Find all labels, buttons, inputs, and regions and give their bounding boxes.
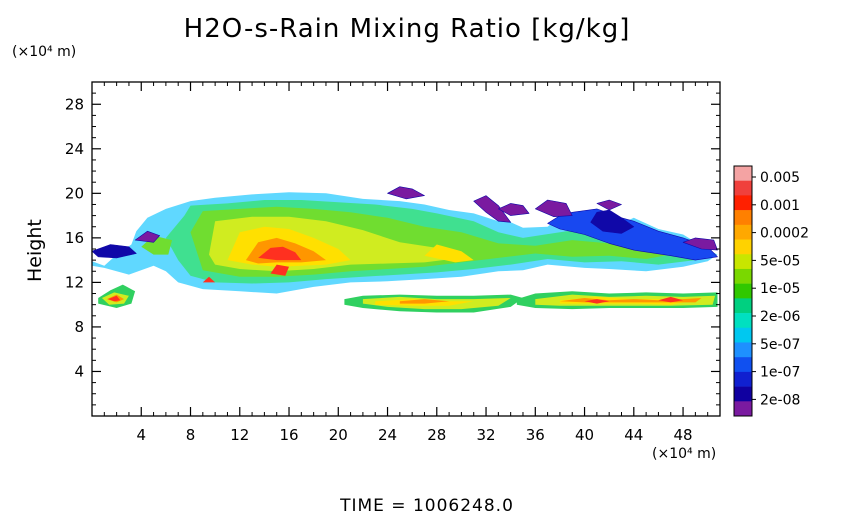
y-tick-label: 12 — [65, 273, 84, 291]
field-region-33 — [134, 230, 160, 243]
colorbar-segment — [734, 327, 752, 343]
colorbar-segment — [734, 180, 752, 196]
x-tick-label: 12 — [230, 426, 249, 444]
y-tick-label: 28 — [65, 95, 84, 113]
field-layer — [92, 186, 718, 313]
field-region-29 — [473, 195, 512, 223]
x-axis-unit: (×10⁴ m) — [652, 446, 717, 462]
colorbar-segment — [734, 224, 752, 240]
colorbar-label: 5e-07 — [760, 337, 800, 353]
y-tick-label: 24 — [65, 140, 84, 158]
colorbar-segment — [734, 386, 752, 402]
colorbar-segment — [734, 268, 752, 284]
field-region-30 — [498, 203, 530, 216]
field-region-31 — [534, 199, 573, 217]
colorbar-frame — [733, 165, 753, 417]
field-region-18 — [399, 299, 450, 304]
field-region-20 — [270, 264, 289, 276]
colorbar-segment — [734, 195, 752, 211]
field-region-21 — [584, 299, 610, 304]
colorbar: 0.005 0.001 0.0002 5e-05 1e-05 2e-06 5e-07 1e-0… — [733, 165, 809, 417]
colorbar-segment — [734, 283, 752, 299]
x-tick-label: 48 — [674, 426, 693, 444]
field-region-26 — [590, 209, 635, 234]
colorbar-label: 5e-05 — [760, 253, 800, 269]
colorbar-label: 1e-05 — [760, 281, 800, 297]
x-tick-label: 16 — [279, 426, 298, 444]
x-tick-label: 32 — [476, 426, 495, 444]
colorbar-label: 0.001 — [760, 198, 800, 214]
colorbar-label: 2e-08 — [760, 392, 800, 408]
x-tick-label: 24 — [378, 426, 397, 444]
y-axis-unit: (×10⁴ m) — [12, 44, 77, 60]
x-tick-label: 40 — [575, 426, 594, 444]
colorbar-segment — [734, 371, 752, 387]
x-tick-label: 44 — [624, 426, 643, 444]
x-tick-label: 4 — [136, 426, 146, 444]
field-region-32 — [596, 199, 622, 211]
colorbar-segment — [734, 401, 752, 417]
field-region-19 — [258, 246, 302, 261]
colorbar-segment — [734, 298, 752, 314]
field-region-34 — [682, 237, 718, 251]
colorbar-label: 2e-06 — [760, 309, 800, 325]
colorbar-label: 0.005 — [760, 170, 800, 186]
colorbar-segment — [734, 254, 752, 270]
colorbar-segment — [734, 313, 752, 329]
field-region-24 — [202, 276, 216, 283]
field-region-22 — [658, 296, 684, 303]
field-region-28 — [387, 186, 425, 200]
colorbar-label: 1e-07 — [760, 365, 800, 381]
colorbar-segment — [734, 342, 752, 358]
x-tick-label: 28 — [427, 426, 446, 444]
y-tick-label: 16 — [65, 229, 84, 247]
x-tick-label: 36 — [526, 426, 545, 444]
field-region-23 — [108, 295, 121, 302]
y-tick-label: 20 — [65, 184, 84, 202]
x-tick-label: 20 — [329, 426, 348, 444]
y-tick-label: 8 — [74, 318, 84, 336]
colorbar-segment — [734, 239, 752, 255]
time-label: TIME = 1006248.0 — [340, 496, 514, 516]
colorbar-label: 0.0002 — [760, 226, 809, 242]
colorbar-segment — [734, 357, 752, 373]
colorbar-segment — [734, 210, 752, 226]
field-region-12 — [424, 244, 474, 263]
field-region-27 — [92, 244, 137, 259]
colorbar-segment — [734, 166, 752, 182]
chart-title: H2O-s-Rain Mixing Ratio [kg/kg] — [183, 14, 631, 44]
x-tick-label: 8 — [186, 426, 196, 444]
y-tick-label: 4 — [74, 362, 84, 380]
